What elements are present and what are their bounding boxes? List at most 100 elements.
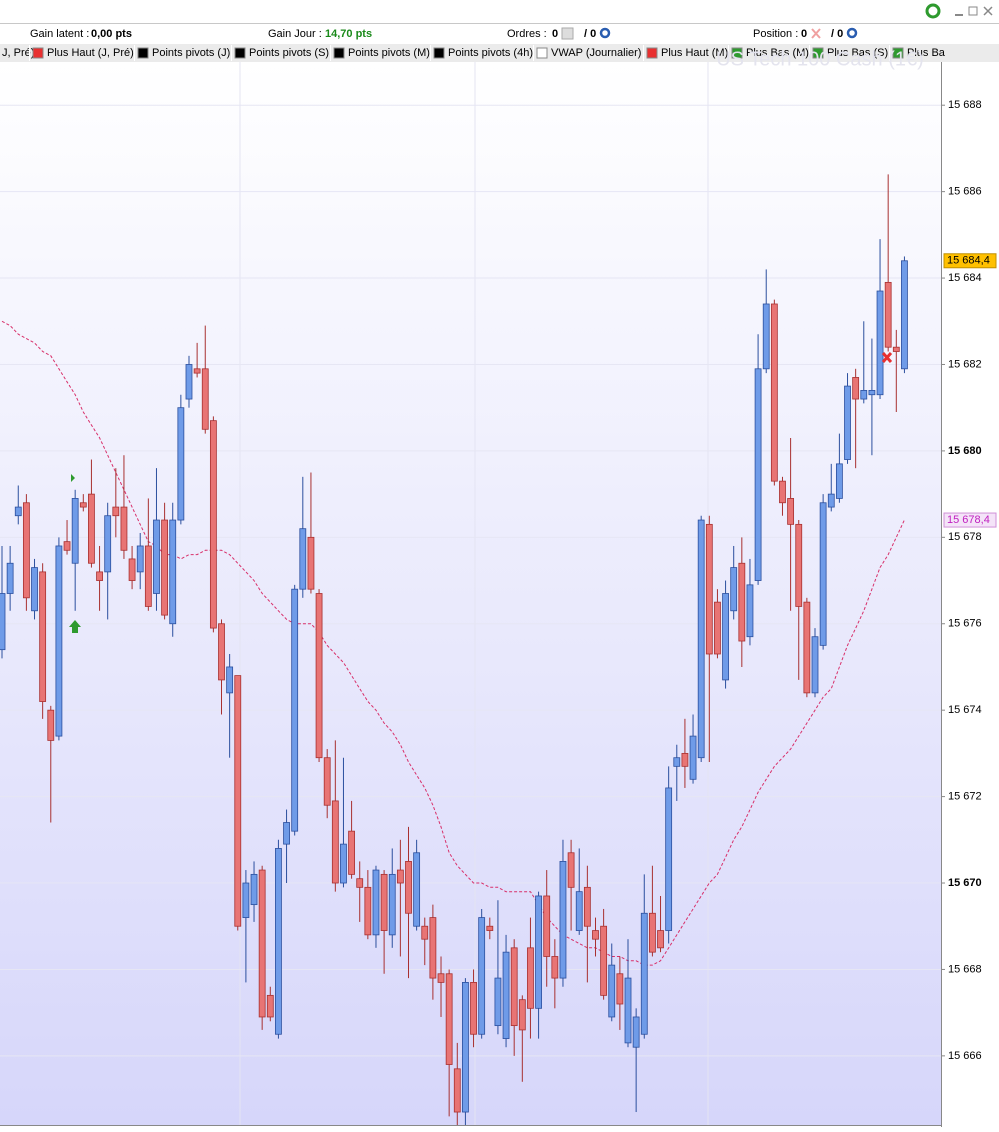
candle-body	[6, 562, 14, 594]
candle-body	[616, 973, 624, 1005]
candle-body	[714, 601, 721, 655]
candle-body	[96, 571, 103, 581]
position-total: / 0	[831, 28, 843, 40]
candle-body	[136, 545, 144, 573]
legend-swatch	[892, 47, 904, 59]
candle-body	[462, 982, 469, 1113]
y-tick-label: 15 678	[948, 531, 982, 543]
position-close-icon[interactable]	[811, 28, 821, 39]
ordres-value: 0	[552, 28, 558, 40]
candle-body	[14, 506, 22, 517]
price-label-box	[943, 253, 997, 269]
candle-body	[600, 925, 608, 996]
candle-body	[510, 947, 518, 1027]
price-label-box	[943, 512, 997, 528]
candle-body	[852, 377, 860, 400]
legend-label: Points pivots (J)	[152, 47, 230, 59]
legend-swatch	[32, 47, 44, 59]
maximize-button[interactable]	[968, 6, 978, 16]
candle-body	[811, 636, 819, 694]
ordres-settings-icon[interactable]	[599, 27, 611, 39]
y-tick-label: 15 684	[948, 272, 982, 284]
legend-swatch	[433, 47, 445, 59]
buy-arrow	[69, 620, 81, 633]
candle-body	[470, 982, 477, 1035]
ordres-label: Ordres :	[507, 28, 547, 40]
refresh-icon[interactable]	[925, 3, 941, 19]
legend-label: Plus Bas (S)	[827, 47, 888, 59]
candle-body	[478, 917, 486, 1035]
position-value: 0	[801, 28, 807, 40]
candle-body	[689, 735, 697, 780]
legend-label: Plus Bas (M)	[746, 47, 809, 59]
legend-bar	[0, 44, 999, 62]
price-label: 15 678,4	[947, 514, 990, 526]
position-settings-icon[interactable]	[846, 27, 858, 39]
y-tick-label: 15 680	[948, 445, 982, 457]
candle-body	[31, 567, 38, 612]
price-axis-area	[941, 62, 999, 1127]
candle-body	[697, 519, 705, 759]
info-bar	[0, 24, 999, 44]
candle-body	[632, 1016, 640, 1048]
ordres-total: / 0	[584, 28, 596, 40]
candle-body	[754, 368, 762, 581]
candle-body	[161, 519, 169, 616]
candle-body	[209, 420, 217, 629]
candle-body	[795, 523, 803, 607]
candle-body	[876, 290, 884, 396]
candle-body	[291, 588, 299, 832]
watermark: US Tech 100 Cash (1€)	[716, 48, 924, 70]
vwap-line	[1, 320, 905, 966]
y-tick-label: 15 682	[948, 358, 982, 370]
candle-body	[177, 407, 185, 521]
candle-body	[315, 593, 323, 759]
candle-body	[527, 947, 534, 1009]
candle-body	[39, 571, 47, 702]
y-tick-label: 15 670	[948, 877, 982, 889]
legend-label: Plus Haut (M)	[661, 47, 728, 59]
candle-body	[266, 994, 274, 1018]
gain-latent-value: 0,00 pts	[91, 28, 132, 40]
ordres-cancel-icon[interactable]	[561, 27, 574, 40]
candle-body	[486, 925, 494, 931]
legend-swatch	[646, 47, 658, 59]
candle-body	[63, 541, 71, 551]
candle-body	[445, 973, 453, 1065]
candle-body	[681, 752, 689, 767]
candle-body	[340, 843, 347, 884]
candle-body	[79, 502, 87, 508]
candle-body	[437, 973, 445, 983]
signal-marker	[71, 474, 75, 482]
candle-body	[583, 886, 591, 927]
candle-body	[762, 303, 770, 370]
legend: J, Pré) Plus Haut (J, Pré) Points pivots (…	[2, 45, 946, 61]
gain-jour-label: Gain Jour :	[268, 28, 322, 40]
price-label: 15 684,4	[947, 255, 990, 267]
legend-swatch	[812, 47, 824, 59]
candle-body	[892, 346, 900, 352]
candle-body	[250, 873, 258, 906]
candle-body	[640, 912, 648, 1035]
candle-body	[819, 502, 827, 646]
candle-body	[299, 528, 307, 590]
legend-label: Points pivots (S)	[249, 47, 329, 59]
candle-body	[331, 800, 339, 884]
candle-body	[218, 623, 225, 681]
candle-body	[844, 385, 851, 460]
legend-swatch	[536, 47, 548, 59]
candle-body	[193, 368, 201, 374]
legend-label: Points pivots (M)	[348, 47, 430, 59]
candle-body	[307, 536, 315, 590]
candle-body	[22, 502, 30, 599]
candle-body	[405, 861, 412, 914]
price-axis-labels: 15 666 15 668 15 670 15 672 15 674 15 676 15 6…	[941, 99, 997, 1062]
legend-swatch	[234, 47, 246, 59]
legend-label: J, Pré)	[2, 47, 34, 59]
candle-body	[673, 757, 681, 767]
close-button[interactable]	[983, 6, 993, 16]
candle-body	[104, 515, 112, 573]
candle-body	[835, 463, 843, 499]
y-tick-label: 15 688	[948, 99, 982, 111]
